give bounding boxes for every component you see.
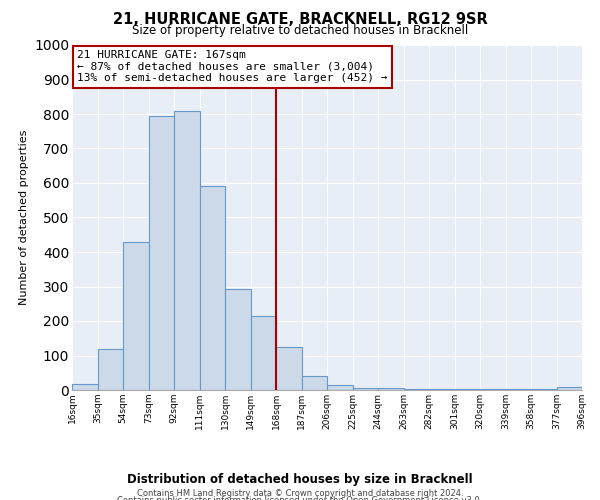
Bar <box>251 316 276 390</box>
Text: 21 HURRICANE GATE: 167sqm
← 87% of detached houses are smaller (3,004)
13% of se: 21 HURRICANE GATE: 167sqm ← 87% of detac… <box>77 50 388 84</box>
Bar <box>378 388 404 390</box>
Bar <box>174 111 199 390</box>
Text: Distribution of detached houses by size in Bracknell: Distribution of detached houses by size … <box>127 472 473 486</box>
Text: Size of property relative to detached houses in Bracknell: Size of property relative to detached ho… <box>132 24 468 37</box>
Bar <box>557 387 582 390</box>
Bar <box>225 289 251 390</box>
Bar <box>149 116 174 390</box>
Bar <box>97 348 123 390</box>
Bar <box>199 186 225 390</box>
Bar <box>123 242 149 390</box>
Bar <box>72 384 97 390</box>
Bar <box>327 385 353 390</box>
Bar <box>276 347 302 390</box>
Y-axis label: Number of detached properties: Number of detached properties <box>19 130 29 305</box>
Bar <box>302 376 327 390</box>
Text: Contains public sector information licensed under the Open Government Licence v3: Contains public sector information licen… <box>118 496 482 500</box>
Text: Contains HM Land Registry data © Crown copyright and database right 2024.: Contains HM Land Registry data © Crown c… <box>137 489 463 498</box>
Bar <box>353 388 378 390</box>
Text: 21, HURRICANE GATE, BRACKNELL, RG12 9SR: 21, HURRICANE GATE, BRACKNELL, RG12 9SR <box>113 12 487 28</box>
